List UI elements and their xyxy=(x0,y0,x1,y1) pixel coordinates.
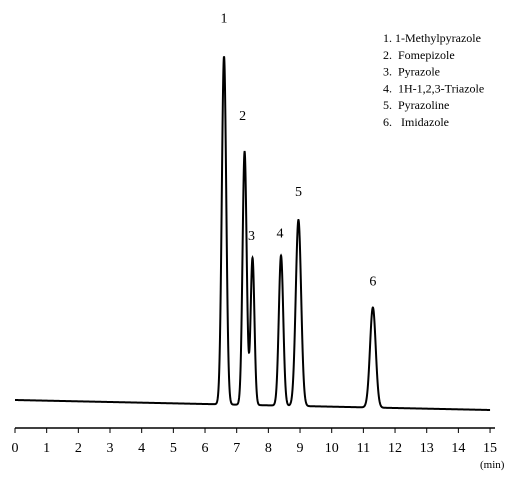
x-axis-tick-labels: 0 1 2 3 4 5 6 7 8 9 10 11 12 13 14 15 xyxy=(12,441,498,456)
x-tick-label-15: 15 xyxy=(483,441,497,456)
x-tick-label-0: 0 xyxy=(12,441,19,456)
x-tick-label-13: 13 xyxy=(420,441,434,456)
x-tick-label-7: 7 xyxy=(233,441,240,456)
peak-label-6: 6 xyxy=(369,275,376,290)
peak-labels: 1 2 3 4 5 6 xyxy=(221,11,377,289)
x-tick-label-10: 10 xyxy=(325,441,339,456)
x-tick-label-12: 12 xyxy=(388,441,402,456)
x-tick-label-5: 5 xyxy=(170,441,177,456)
legend-item-2: 2. Fomepizole xyxy=(383,48,455,62)
chromatogram-trace xyxy=(15,56,491,411)
peak-label-2: 2 xyxy=(239,109,246,124)
legend: 1. 1-Methylpyrazole 2. Fomepizole 3. Pyraz… xyxy=(383,31,484,129)
x-tick-label-2: 2 xyxy=(75,441,82,456)
x-tick-label-14: 14 xyxy=(451,441,465,456)
legend-item-4: 4. 1H-1,2,3-Triazole xyxy=(383,81,484,95)
peak-label-5: 5 xyxy=(295,185,302,200)
legend-item-1: 1. 1-Methylpyrazole xyxy=(383,31,481,45)
x-tick-label-11: 11 xyxy=(357,441,370,456)
x-tick-label-4: 4 xyxy=(138,441,145,456)
legend-item-3: 3. Pyrazole xyxy=(383,65,440,79)
peak-label-1: 1 xyxy=(221,11,228,26)
x-tick-label-6: 6 xyxy=(202,441,209,456)
x-tick-label-3: 3 xyxy=(107,441,114,456)
x-tick-label-1: 1 xyxy=(43,441,50,456)
peak-label-3: 3 xyxy=(248,229,255,244)
peak-label-4: 4 xyxy=(277,227,284,242)
x-tick-label-9: 9 xyxy=(297,441,304,456)
x-axis-ticks xyxy=(14,428,491,433)
legend-item-6: 6. Imidazole xyxy=(383,115,449,129)
legend-item-5: 5. Pyrazoline xyxy=(383,98,449,112)
x-tick-label-8: 8 xyxy=(265,441,272,456)
x-axis-unit-label: (min) xyxy=(480,459,505,471)
